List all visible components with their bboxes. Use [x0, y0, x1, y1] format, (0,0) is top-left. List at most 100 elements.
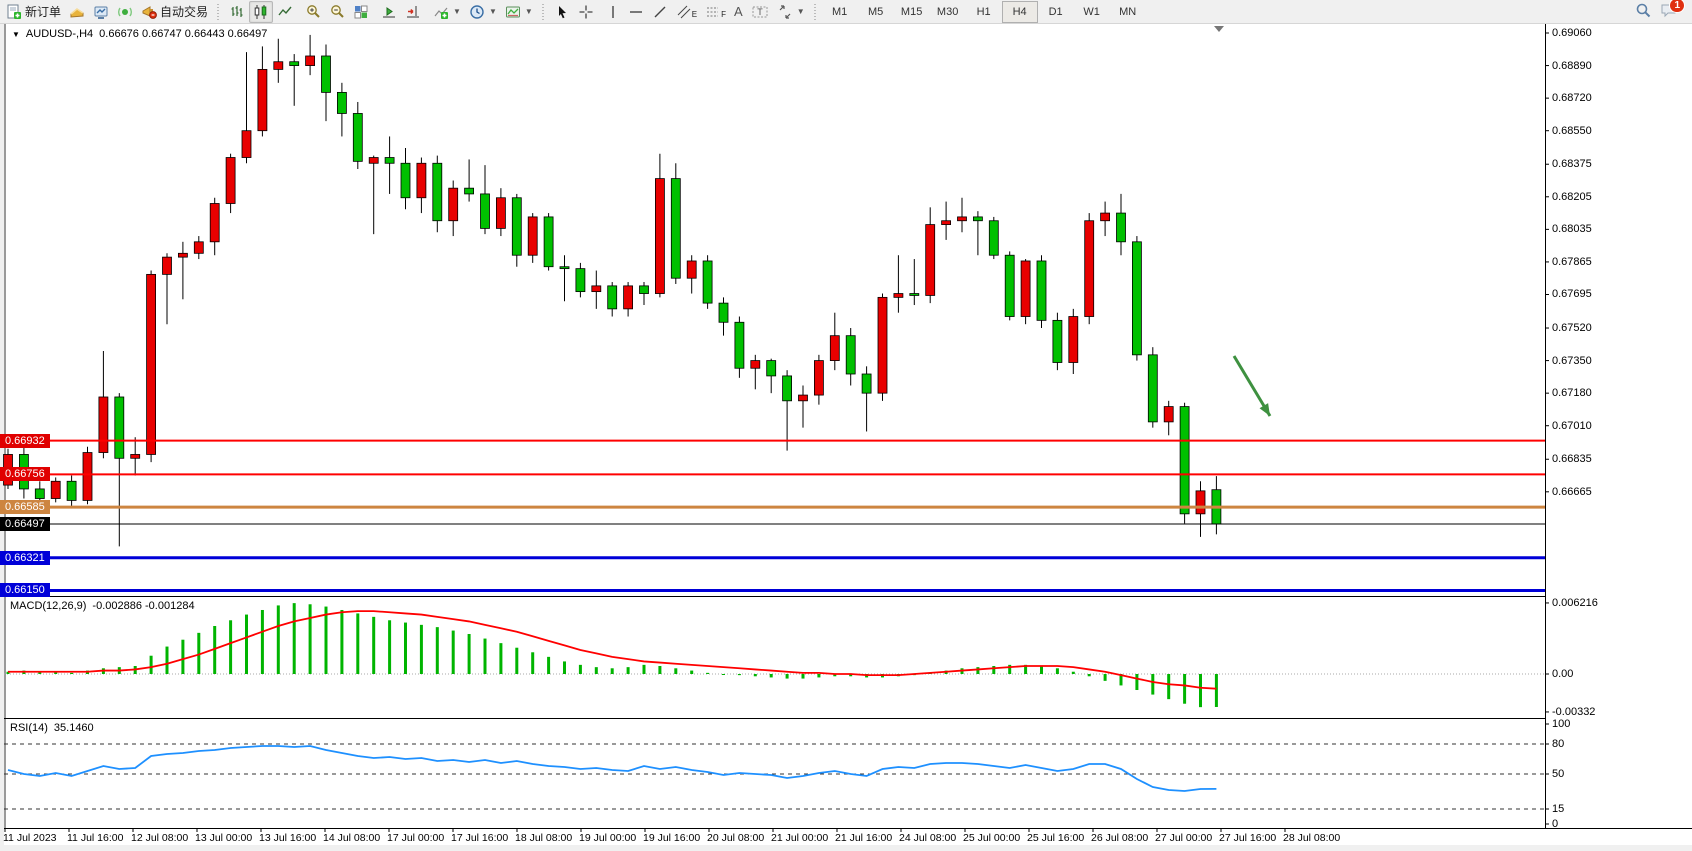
timeframe-m15[interactable]: M15	[900, 5, 923, 18]
time-axis-label: 12 Jul 08:00	[131, 832, 189, 844]
rsi-axis-label: 0	[1552, 818, 1559, 830]
time-axis-label: 21 Jul 00:00	[771, 832, 829, 844]
price-axis-label: 0.68550	[1552, 124, 1592, 137]
time-axis-label: 18 Jul 08:00	[515, 832, 573, 844]
macd-axis-label: 0.00	[1552, 668, 1574, 680]
new-order-label: 新订单	[25, 5, 62, 19]
trendline-icon	[652, 4, 668, 20]
horizontal-line-button[interactable]	[624, 1, 648, 23]
time-axis-label: 28 Jul 08:00	[1283, 832, 1341, 844]
strategy-tester-button[interactable]	[113, 1, 137, 23]
price-line-badge: 0.66321	[0, 550, 50, 565]
auto-trading-button[interactable]: 自动交易	[137, 1, 212, 23]
trendline-button[interactable]	[648, 1, 672, 23]
rsi-name: RSI(14)	[10, 722, 48, 734]
crosshair-button[interactable]	[574, 1, 598, 23]
chat-button[interactable]: 1	[1660, 0, 1685, 21]
time-axis-label: 25 Jul 16:00	[1027, 832, 1085, 844]
vertical-line-icon	[606, 4, 620, 20]
vertical-line-button[interactable]	[602, 1, 624, 23]
zoom-out-button[interactable]	[325, 1, 349, 23]
line-chart-button[interactable]	[273, 1, 297, 23]
signal-icon	[117, 4, 133, 20]
price-axis-label: 0.66665	[1552, 485, 1592, 498]
price-axis-label: 0.67695	[1552, 288, 1592, 301]
chart-shift-button[interactable]	[401, 1, 425, 23]
auto-scroll-icon	[381, 4, 397, 20]
timeframe-mn[interactable]: MN	[1119, 5, 1137, 18]
price-axis-label: 0.67010	[1552, 419, 1592, 432]
rsi-value: 35.1460	[53, 722, 94, 734]
auto-trading-label: 自动交易	[160, 5, 209, 19]
text-label-button[interactable]: T	[747, 1, 773, 23]
price-axis-label: 0.67180	[1552, 387, 1592, 400]
auto-trading-icon	[141, 4, 157, 20]
price-axis-label: 0.68375	[1552, 158, 1592, 171]
price-line-badge: 0.66756	[0, 467, 50, 482]
equidistant-channel-icon	[676, 4, 692, 20]
time-axis-label: 17 Jul 16:00	[451, 832, 509, 844]
price-line-badge: 0.66150	[0, 583, 50, 598]
timeframe-h1[interactable]: H1	[976, 5, 991, 18]
timeframe-w1[interactable]: W1	[1083, 5, 1100, 18]
timeframe-toolbar: M1 M5 M15 M30 H1 H4 D1 W1 MN	[820, 0, 1148, 23]
price-line-badge: 0.66497	[0, 516, 50, 531]
new-order-icon	[6, 4, 22, 20]
macd-indicator-label: MACD(12,26,9) -0.002886 -0.001284	[10, 600, 195, 612]
fibonacci-button[interactable]: F	[701, 1, 730, 23]
time-axis-label: 17 Jul 00:00	[387, 832, 445, 844]
auto-scroll-button[interactable]	[377, 1, 401, 23]
tile-windows-button[interactable]	[349, 1, 373, 23]
fibonacci-icon	[705, 4, 721, 20]
indicators-icon	[433, 4, 449, 20]
chart-profiles-button[interactable]	[65, 1, 89, 23]
timeframe-m1[interactable]: M1	[831, 5, 848, 18]
templates-dropdown-arrow[interactable]: ▼	[524, 7, 533, 16]
price-axis-label: 0.67865	[1552, 255, 1592, 268]
chart-window[interactable]	[4, 24, 1692, 845]
candlestick-chart-icon	[253, 4, 269, 20]
price-axis-label: 0.69060	[1552, 27, 1592, 39]
crosshair-icon	[578, 4, 594, 20]
chart-menu-icon[interactable]: ▼	[12, 29, 20, 39]
rsi-axis-label: 100	[1552, 718, 1571, 730]
notification-badge: 1	[1669, 0, 1685, 13]
timeframe-m30[interactable]: M30	[936, 5, 959, 18]
timeframe-m5[interactable]: M5	[867, 5, 884, 18]
equidistant-channel-button[interactable]: E	[672, 1, 701, 23]
toolbar-grip3	[812, 3, 818, 20]
price-axis-label: 0.68890	[1552, 59, 1592, 72]
new-order-button[interactable]: 新订单	[2, 1, 65, 23]
periods-button[interactable]: ▼	[465, 1, 501, 23]
clock-icon	[469, 4, 485, 20]
price-axis-label: 0.67350	[1552, 354, 1592, 367]
bar-chart-button[interactable]	[225, 1, 249, 23]
templates-button[interactable]: ▼	[501, 1, 537, 23]
arrows-button[interactable]: ▼	[773, 1, 809, 23]
arrows-dropdown-arrow[interactable]: ▼	[796, 7, 805, 16]
market-watch-button[interactable]	[89, 1, 113, 23]
time-axis-label: 13 Jul 00:00	[195, 832, 253, 844]
zoom-in-button[interactable]	[301, 1, 325, 23]
timeframe-h4[interactable]: H4	[1001, 0, 1038, 23]
time-axis[interactable]	[4, 829, 1692, 845]
price-axis-label: 0.67520	[1552, 322, 1592, 335]
chart-profiles-icon	[69, 4, 85, 20]
macd-axis-label: -0.00332	[1552, 705, 1596, 718]
chart-shift-icon	[405, 4, 421, 20]
time-axis-label: 26 Jul 08:00	[1091, 832, 1149, 844]
text-button[interactable]: A	[730, 1, 747, 23]
cursor-icon	[554, 4, 570, 20]
indicators-button[interactable]: ▼	[429, 1, 465, 23]
timeframe-d1[interactable]: D1	[1048, 5, 1063, 18]
search-icon[interactable]	[1635, 2, 1652, 22]
main-toolbar: 新订单 自动交易	[0, 0, 1692, 24]
candlestick-chart-button[interactable]	[249, 0, 274, 23]
time-axis-label: 20 Jul 08:00	[707, 832, 765, 844]
cursor-button[interactable]	[550, 1, 574, 23]
text-icon: A	[734, 4, 743, 19]
indicators-dropdown-arrow[interactable]: ▼	[453, 7, 461, 16]
periods-dropdown-arrow[interactable]: ▼	[488, 7, 497, 16]
zoom-out-icon	[329, 4, 345, 20]
price-axis-label: 0.68720	[1552, 92, 1592, 105]
